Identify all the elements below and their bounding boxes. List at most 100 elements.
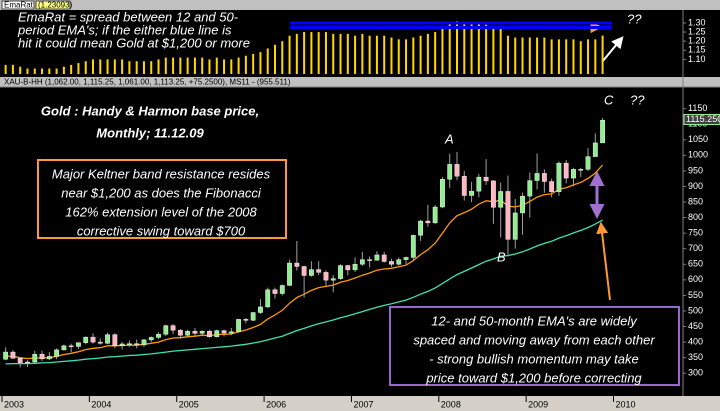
annotation: ?? bbox=[627, 11, 642, 26]
bar bbox=[288, 35, 291, 74]
y-tick-label: 650 bbox=[688, 259, 703, 269]
bar bbox=[361, 33, 364, 74]
y-tick-label: 1050 bbox=[688, 134, 708, 144]
annotation: A bbox=[444, 131, 454, 146]
candle-body bbox=[389, 261, 394, 265]
bar bbox=[230, 59, 233, 74]
pane-title: EmaRat bbox=[4, 1, 34, 10]
y-tick-label: 1.30 bbox=[688, 17, 706, 27]
bar bbox=[99, 59, 102, 74]
bar bbox=[514, 37, 517, 74]
x-tick-label: 2007 bbox=[353, 399, 373, 409]
bar bbox=[397, 39, 400, 74]
candle-body bbox=[192, 330, 198, 334]
candle-body bbox=[250, 312, 256, 321]
y-tick-label: 950 bbox=[688, 165, 703, 175]
bar bbox=[84, 61, 87, 74]
candle-body bbox=[185, 330, 191, 336]
candle-body bbox=[90, 336, 96, 343]
annotation: ?? bbox=[630, 92, 645, 107]
header-bar bbox=[0, 0, 720, 10]
candle-body bbox=[25, 361, 30, 364]
bar bbox=[193, 57, 196, 74]
candle-body bbox=[316, 269, 322, 273]
candle-body bbox=[32, 354, 38, 363]
annotation: 12- and 50-month EMA's are widely bbox=[431, 313, 638, 328]
bar bbox=[135, 61, 138, 74]
candle-body bbox=[585, 156, 591, 170]
candle-body bbox=[563, 162, 569, 179]
y-tick-label: 1.10 bbox=[688, 54, 706, 64]
candle-body bbox=[134, 343, 140, 346]
candle-body bbox=[105, 334, 110, 344]
bar bbox=[550, 39, 553, 74]
candle-body bbox=[243, 319, 249, 321]
bar bbox=[113, 59, 116, 74]
last-price-label: 1115.250 bbox=[686, 114, 720, 124]
annotation: spaced and moving away from each other bbox=[413, 332, 655, 347]
bar bbox=[172, 57, 175, 74]
bar bbox=[536, 37, 539, 74]
candle-body bbox=[592, 142, 598, 157]
candle-body bbox=[534, 173, 540, 181]
bar bbox=[557, 39, 560, 74]
bar bbox=[390, 37, 393, 74]
candle-body bbox=[265, 289, 271, 308]
candle-body bbox=[549, 181, 555, 192]
y-tick-label: 350 bbox=[688, 352, 703, 362]
annotation: price toward $1,200 before correcting bbox=[425, 370, 642, 385]
candle-body bbox=[505, 191, 511, 240]
bar bbox=[223, 59, 226, 74]
bar bbox=[244, 55, 247, 74]
bar bbox=[77, 63, 80, 74]
annotation: B bbox=[497, 249, 506, 264]
bar bbox=[92, 59, 94, 74]
candle-body bbox=[199, 330, 205, 334]
header-bar bbox=[0, 77, 720, 87]
candle-body bbox=[469, 190, 474, 196]
candle-body bbox=[600, 119, 606, 144]
bar bbox=[186, 57, 189, 74]
bar bbox=[587, 39, 590, 74]
candle-body bbox=[221, 330, 227, 334]
bar bbox=[594, 39, 597, 74]
bar bbox=[274, 44, 276, 74]
arrow bbox=[596, 221, 611, 301]
bar bbox=[456, 21, 458, 75]
candle-body bbox=[76, 342, 81, 347]
candle-body bbox=[68, 345, 74, 348]
candle-body bbox=[207, 330, 212, 338]
bar bbox=[208, 59, 211, 74]
annotation: hit it could mean Gold at $1,200 or more bbox=[18, 35, 250, 50]
y-tick-label: 1000 bbox=[688, 150, 708, 160]
y-tick-label: 850 bbox=[688, 196, 703, 206]
bar bbox=[310, 32, 313, 74]
candle-body bbox=[126, 343, 132, 345]
bar bbox=[383, 35, 386, 74]
candle-body bbox=[236, 319, 241, 333]
bar bbox=[434, 32, 437, 74]
candle-body bbox=[454, 164, 460, 177]
candle-body bbox=[418, 220, 423, 236]
candle-body bbox=[520, 195, 525, 214]
pane-title: XAU-B-HH (1,062.00, 1,115.25, 1,061.00, … bbox=[4, 78, 291, 87]
candle-body bbox=[432, 206, 438, 224]
annotation: Major Keltner band resistance resides bbox=[52, 166, 271, 181]
bar bbox=[150, 61, 153, 74]
candle-body bbox=[170, 325, 176, 331]
bar bbox=[492, 26, 495, 75]
candle-body bbox=[476, 176, 482, 192]
arrow bbox=[601, 36, 624, 63]
bar bbox=[448, 22, 451, 74]
annotation: EmaRat = spread between 12 and 50- bbox=[18, 9, 239, 24]
y-tick-label: 1.15 bbox=[688, 45, 706, 55]
bar bbox=[506, 35, 509, 74]
candle-body bbox=[309, 269, 314, 276]
candle-body bbox=[17, 358, 23, 363]
bar bbox=[252, 53, 255, 74]
candle-body bbox=[83, 336, 89, 343]
y-tick-label: 500 bbox=[688, 305, 703, 315]
bar bbox=[463, 22, 466, 74]
candle-body bbox=[279, 285, 285, 294]
bar bbox=[41, 68, 44, 74]
